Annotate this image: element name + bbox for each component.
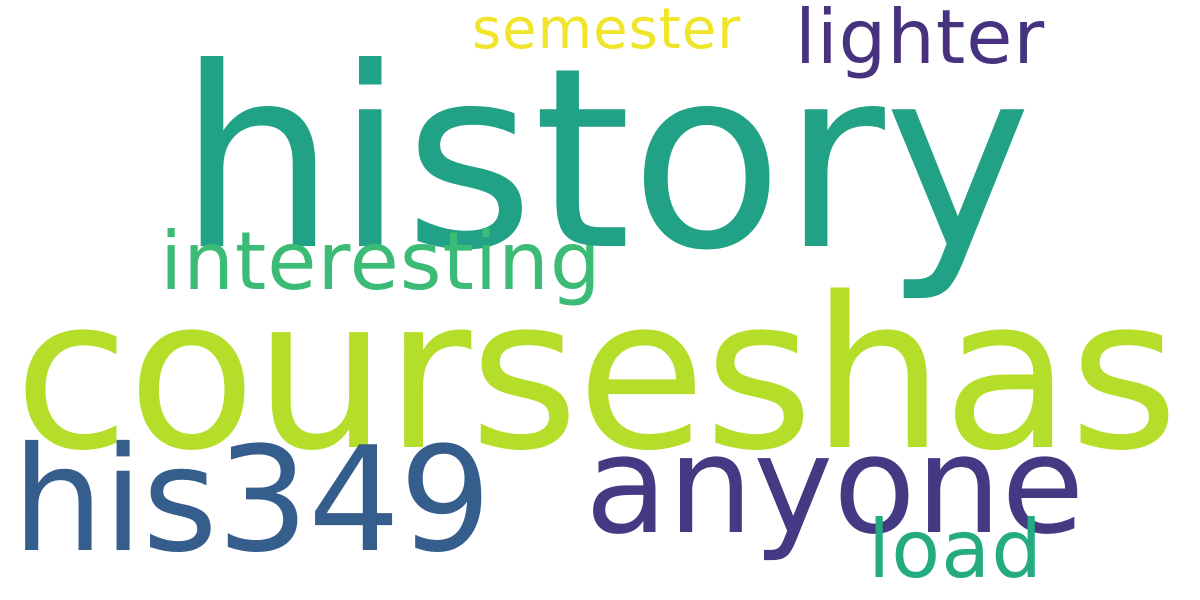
word-anyone: anyone <box>585 407 1085 564</box>
word-load: load <box>868 503 1043 596</box>
word-interesting: interesting <box>160 215 602 308</box>
word-semester: semester <box>472 0 742 62</box>
word-courseshas: courseshas <box>14 252 1179 497</box>
word-lighter: lighter <box>795 0 1046 81</box>
word-history: history <box>178 14 1032 305</box>
word-his349: his349 <box>12 416 491 585</box>
